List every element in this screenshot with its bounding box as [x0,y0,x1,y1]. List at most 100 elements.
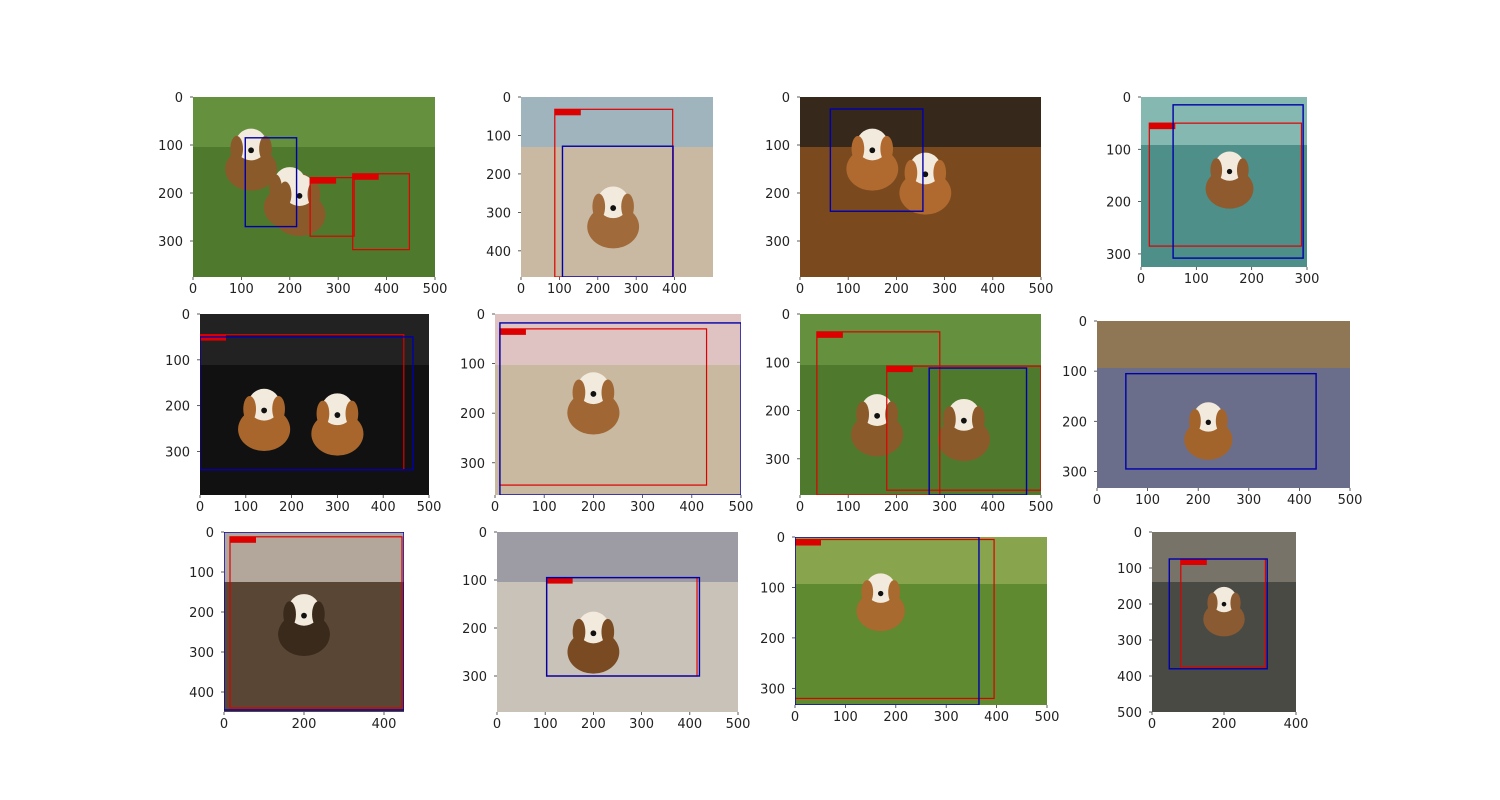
ground-truth-box [499,322,741,495]
x-tick-label: 500 [1035,710,1060,725]
subplot-8: 0 100 200 300 400 500 0 100 200 300 [1062,315,1362,508]
dog-head [909,152,942,185]
x-tick-label: 200 [884,500,909,515]
dog-nose [877,590,884,597]
y-tick-label: 300 [460,457,485,472]
ground-truth-box [1172,104,1304,259]
y-tick-label: 0 [777,531,785,546]
ground-truth-box [1168,558,1268,670]
y-tick-label: 500 [1117,706,1142,721]
dog-ear [1215,408,1228,433]
y-tick-label: 0 [477,308,485,323]
y-tick-label: 100 [189,566,214,581]
y-tick-label: 200 [462,622,487,637]
ground-truth-box [561,145,674,277]
prediction-box [795,538,995,700]
dog-ear [592,193,606,220]
dog-ear [243,395,257,423]
x-tick-label: 400 [679,500,704,515]
ground-truth-box [829,108,924,212]
y-tick-label: 200 [165,400,190,415]
y-tick-label: 100 [1117,562,1142,577]
y-tick-label: 200 [1106,196,1131,211]
ground-truth-box [928,367,1028,495]
photo-band [800,97,1041,147]
dog-ear [904,159,918,186]
subplot-10: 0 100 200 300 400 500 0 100 200 300 [462,526,750,732]
y-tick-label: 0 [175,91,183,106]
dog-ear [861,580,874,605]
x-tick-label: 0 [196,500,204,515]
x-tick-label: 400 [372,717,397,732]
ground-truth-box [795,537,980,705]
dog-nose [960,417,967,424]
x-tick-label: 200 [279,500,304,515]
prediction-label-tag [1180,559,1207,565]
x-tick-label: 400 [980,282,1005,297]
prediction-label-tag [886,366,913,373]
x-tick-label: 200 [1239,272,1264,287]
y-tick-label: 300 [462,670,487,685]
x-tick-label: 300 [932,500,957,515]
dog-ear [283,601,296,628]
dog-ear [272,395,285,423]
prediction-label-tag [499,328,526,335]
prediction-box [352,173,410,251]
subplot-6: 0 100 200 300 400 500 0 100 200 300 [460,308,753,515]
x-tick-label: 200 [581,500,606,515]
prediction-label-tag [546,577,573,584]
x-tick-label: 500 [726,717,751,732]
dog-ear [230,135,244,162]
x-tick-label: 300 [1236,493,1261,508]
prediction-label-tag [816,331,843,338]
x-tick-label: 100 [547,282,572,297]
dog-nose [301,612,307,619]
x-tick-label: 200 [277,282,302,297]
x-tick-label: 100 [836,500,861,515]
x-tick-label: 100 [833,710,858,725]
subplot-11: 0 100 200 300 400 500 0 100 200 300 [760,531,1059,725]
photo-band [495,314,741,365]
x-tick-label: 100 [229,282,254,297]
x-tick-label: 0 [796,500,804,515]
subplot-1: 0 100 200 300 400 500 0 100 200 300 [158,91,447,297]
dog-ear [621,193,634,220]
dog-ear [307,181,321,208]
dog-head [947,398,980,431]
y-tick-label: 200 [1117,598,1142,613]
x-tick-label: 0 [791,710,799,725]
y-tick-label: 0 [1123,91,1131,106]
y-tick-label: 100 [765,139,790,154]
x-tick-label: 100 [532,500,557,515]
x-tick-label: 300 [630,500,655,515]
x-tick-label: 300 [629,717,654,732]
dog-nose [922,171,929,178]
x-tick-label: 200 [585,282,610,297]
x-tick-label: 0 [491,500,499,515]
dog-head [856,128,889,161]
dog-ear [851,135,865,162]
dog-ear [1236,158,1249,183]
x-tick-label: 300 [1295,272,1320,287]
y-tick-label: 0 [182,308,190,323]
y-tick-label: 200 [765,405,790,420]
subplot-4: 0 100 200 300 0 100 200 300 [1106,91,1319,287]
y-tick-label: 300 [165,445,190,460]
dog-ear [601,379,615,406]
x-tick-label: 500 [1029,500,1054,515]
dog-head [577,611,610,644]
subplot-5: 0 100 200 300 400 500 0 100 200 300 [165,308,441,515]
x-tick-label: 200 [581,717,606,732]
x-tick-label: 0 [1093,493,1101,508]
y-tick-label: 200 [486,168,511,183]
prediction-label-tag [230,536,256,543]
ground-truth-box [1125,372,1317,470]
x-tick-label: 0 [1137,272,1145,287]
photo-band [1152,532,1296,582]
x-tick-label: 0 [189,282,197,297]
y-tick-label: 100 [765,356,790,371]
x-tick-label: 500 [1029,282,1054,297]
y-tick-label: 200 [1062,415,1087,430]
x-tick-label: 400 [677,717,702,732]
